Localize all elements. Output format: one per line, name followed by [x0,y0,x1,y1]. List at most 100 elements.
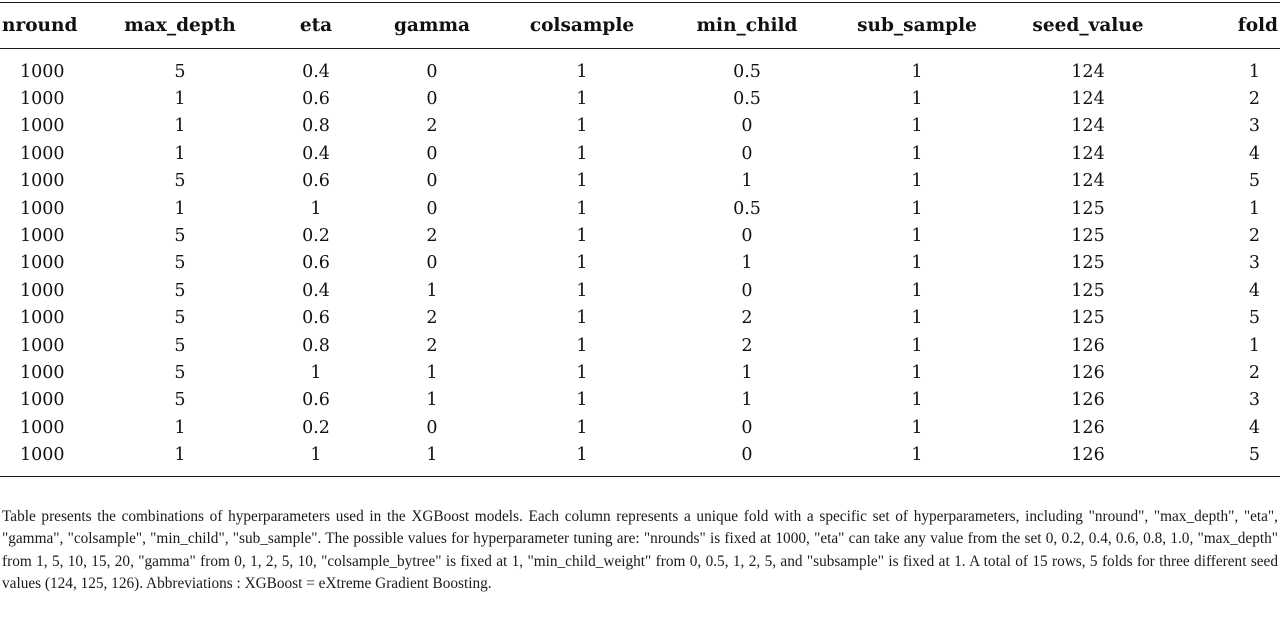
cell-eta: 1 [310,362,322,383]
cell-sub-sample: 1 [911,171,923,192]
cell-max-depth: 5 [174,308,186,329]
cell-colsample: 1 [576,89,588,110]
cell-nround: 1000 [20,226,65,247]
cell-colsample: 1 [576,390,588,411]
cell-sub-sample: 1 [911,445,923,466]
cell-max-depth: 5 [174,171,186,192]
cell-seed-value: 126 [1071,335,1105,356]
cell-max-depth: 5 [174,61,186,82]
cell-seed-value: 124 [1071,116,1105,137]
cell-fold: 5 [1248,171,1260,192]
cell-seed-value: 126 [1071,445,1105,466]
cell-gamma: 2 [426,335,438,356]
cell-eta: 0.8 [302,335,330,356]
cell-sub-sample: 1 [911,61,923,82]
table-row: 1000 5 0.6 0 1 1 1 124 5 [0,168,1280,195]
cell-nround: 1000 [20,171,65,192]
cell-nround: 1000 [20,143,65,164]
column-header-sub-sample: sub_sample [857,15,977,36]
cell-fold: 4 [1248,143,1260,164]
column-header-seed-value: seed_value [1032,15,1144,36]
cell-min-child: 0 [741,417,753,438]
cell-min-child: 0 [741,226,753,247]
table-row: 1000 1 0.8 2 1 0 1 124 3 [0,113,1280,140]
cell-min-child: 1 [741,362,753,383]
cell-seed-value: 126 [1071,417,1105,438]
cell-sub-sample: 1 [911,226,923,247]
cell-fold: 3 [1248,253,1260,274]
cell-sub-sample: 1 [911,417,923,438]
cell-fold: 5 [1248,445,1260,466]
cell-max-depth: 5 [174,253,186,274]
cell-nround: 1000 [20,445,65,466]
cell-nround: 1000 [20,335,65,356]
cell-min-child: 2 [741,308,753,329]
table-top-rule [0,2,1280,3]
cell-sub-sample: 1 [911,143,923,164]
cell-min-child: 0 [741,143,753,164]
table-row: 1000 1 1 1 1 0 1 126 5 [0,441,1280,468]
cell-fold: 1 [1248,335,1260,356]
cell-gamma: 0 [426,61,438,82]
cell-min-child: 1 [741,171,753,192]
table-row: 1000 1 1 0 1 0.5 1 125 1 [0,195,1280,222]
cell-gamma: 0 [426,89,438,110]
cell-eta: 0.6 [302,253,330,274]
cell-eta: 0.2 [302,226,330,247]
cell-max-depth: 1 [174,198,186,219]
cell-nround: 1000 [20,89,65,110]
cell-seed-value: 125 [1071,308,1105,329]
cell-eta: 1 [310,198,322,219]
cell-seed-value: 125 [1071,226,1105,247]
cell-gamma: 2 [426,226,438,247]
table-body: 1000 5 0.4 0 1 0.5 1 124 1 1000 1 0.6 0 1 0.5 1 124 2 1000… [0,48,1280,469]
cell-eta: 0.6 [302,171,330,192]
cell-gamma: 0 [426,198,438,219]
cell-fold: 2 [1248,226,1260,247]
cell-fold: 2 [1248,89,1260,110]
cell-nround: 1000 [20,198,65,219]
cell-gamma: 0 [426,143,438,164]
cell-min-child: 2 [741,335,753,356]
table-row: 1000 5 0.4 0 1 0.5 1 124 1 [0,58,1280,85]
cell-colsample: 1 [576,171,588,192]
column-header-colsample: colsample [529,15,635,36]
cell-colsample: 1 [576,445,588,466]
cell-min-child: 1 [741,253,753,274]
cell-nround: 1000 [20,280,65,301]
cell-seed-value: 124 [1071,171,1105,192]
cell-colsample: 1 [576,280,588,301]
cell-min-child: 0 [741,280,753,301]
cell-min-child: 1 [741,390,753,411]
column-header-nround: nround [2,15,78,36]
cell-eta: 0.6 [302,89,330,110]
table-row: 1000 5 0.6 2 1 2 1 125 5 [0,305,1280,332]
cell-sub-sample: 1 [911,308,923,329]
cell-fold: 1 [1248,61,1260,82]
table-row: 1000 5 0.4 1 1 0 1 125 4 [0,277,1280,304]
cell-sub-sample: 1 [911,280,923,301]
cell-seed-value: 126 [1071,362,1105,383]
cell-eta: 0.6 [302,308,330,329]
cell-min-child: 0.5 [733,89,761,110]
cell-gamma: 2 [426,308,438,329]
table-bottom-rule [0,476,1280,477]
cell-max-depth: 5 [174,226,186,247]
cell-sub-sample: 1 [911,362,923,383]
cell-seed-value: 126 [1071,390,1105,411]
cell-min-child: 0.5 [733,198,761,219]
cell-gamma: 1 [426,362,438,383]
cell-colsample: 1 [576,116,588,137]
cell-nround: 1000 [20,116,65,137]
table-caption: Table presents the combinations of hyper… [2,508,1278,592]
cell-colsample: 1 [576,198,588,219]
cell-min-child: 0 [741,116,753,137]
cell-seed-value: 124 [1071,89,1105,110]
cell-colsample: 1 [576,417,588,438]
table-row: 1000 1 0.4 0 1 0 1 124 4 [0,140,1280,167]
cell-max-depth: 5 [174,280,186,301]
cell-nround: 1000 [20,390,65,411]
cell-max-depth: 1 [174,143,186,164]
table-header-row: nround max_depth eta gamma colsample min… [0,3,1280,48]
table-row: 1000 5 0.2 2 1 0 1 125 2 [0,222,1280,249]
